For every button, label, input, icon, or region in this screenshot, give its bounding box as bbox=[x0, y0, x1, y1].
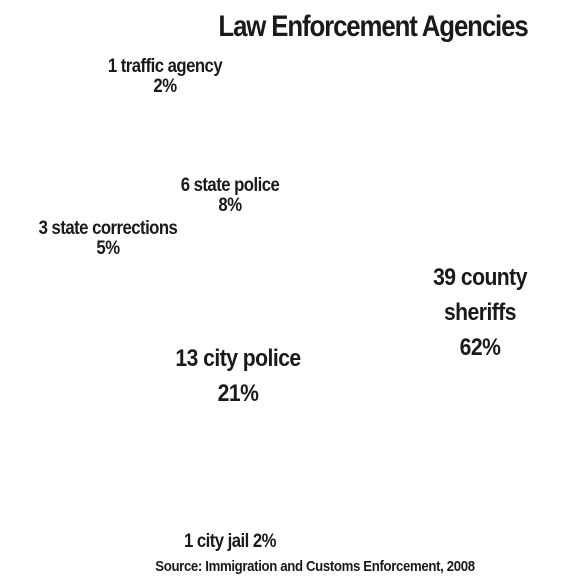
slice-label-state-police: 6 state police 8% bbox=[151, 176, 309, 216]
slice-name-county-line1: 39 county bbox=[433, 264, 527, 291]
slice-name-traffic-agency: 1 traffic agency bbox=[107, 56, 223, 77]
slice-name-city-police: 13 city police bbox=[175, 345, 301, 372]
slice-label-state-corrections: 3 state corrections 5% bbox=[13, 219, 203, 259]
slice-percent-county-sheriffs: 62% bbox=[459, 333, 501, 361]
slice-name-city-jail: 1 city jail 2% bbox=[183, 531, 277, 552]
slice-label-county-sheriffs: 39 county sheriffs 62% bbox=[410, 261, 551, 365]
source-note: Source: Immigration and Customs Enforcem… bbox=[155, 558, 475, 575]
slice-label-city-jail: 1 city jail 2% bbox=[151, 532, 309, 552]
slice-percent-traffic-agency: 2% bbox=[153, 75, 177, 97]
chart-title: Law Enforcement Agencies bbox=[218, 10, 528, 43]
slice-label-traffic-agency: 1 traffic agency 2% bbox=[81, 57, 248, 97]
slice-percent-city-police: 21% bbox=[217, 379, 259, 407]
slice-name-state-corrections: 3 state corrections bbox=[38, 218, 178, 239]
slice-percent-state-police: 8% bbox=[218, 194, 242, 216]
slice-name-county-line2: sheriffs bbox=[443, 298, 517, 326]
slice-name-state-police: 6 state police bbox=[180, 175, 280, 196]
slice-label-city-police: 13 city police 21% bbox=[159, 342, 317, 412]
slice-percent-state-corrections: 5% bbox=[96, 237, 120, 259]
